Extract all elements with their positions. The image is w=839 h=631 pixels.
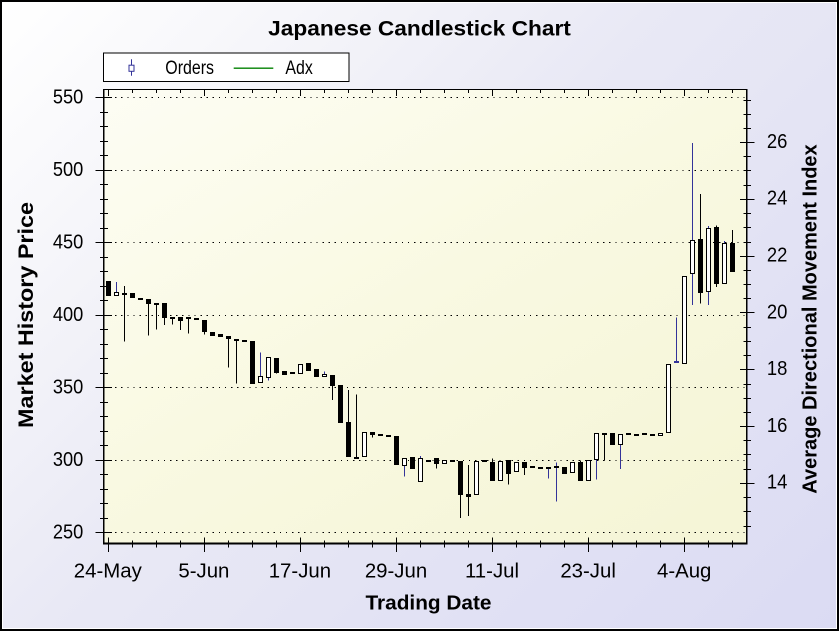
svg-text:26: 26 [767, 131, 788, 153]
svg-text:450: 450 [53, 232, 83, 254]
svg-text:16: 16 [767, 415, 788, 437]
svg-text:14: 14 [767, 472, 788, 494]
svg-text:24-May: 24-May [74, 561, 143, 583]
svg-text:23-Jul: 23-Jul [560, 561, 616, 583]
svg-text:18: 18 [767, 358, 788, 380]
svg-text:300: 300 [53, 449, 83, 471]
svg-text:17-Jun: 17-Jun [269, 561, 331, 583]
svg-text:350: 350 [53, 377, 83, 399]
svg-text:20: 20 [767, 301, 788, 323]
svg-text:5-Jun: 5-Jun [178, 561, 229, 583]
svg-text:400: 400 [53, 304, 83, 326]
svg-text:24: 24 [767, 188, 788, 210]
svg-text:Adx: Adx [285, 58, 313, 79]
svg-text:29-Jun: 29-Jun [365, 561, 427, 583]
svg-text:11-Jul: 11-Jul [465, 561, 519, 583]
svg-text:Japanese Candlestick Chart: Japanese Candlestick Chart [268, 15, 571, 40]
svg-text:22: 22 [767, 245, 788, 267]
svg-text:Average Directional Movement I: Average Directional Movement Index [800, 144, 822, 493]
svg-text:550: 550 [53, 87, 83, 109]
svg-text:4-Aug: 4-Aug [657, 561, 711, 583]
svg-text:500: 500 [53, 159, 83, 181]
svg-text:Market History Price: Market History Price [15, 202, 38, 428]
svg-text:250: 250 [53, 522, 83, 544]
svg-text:Orders: Orders [165, 58, 214, 79]
svg-text:Trading Date: Trading Date [366, 593, 492, 615]
